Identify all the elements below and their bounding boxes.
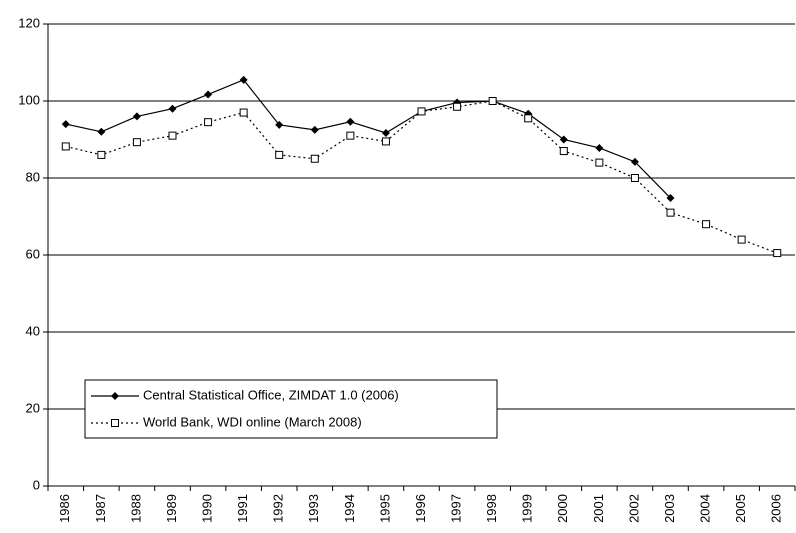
marker	[737, 235, 746, 244]
y-tick-label: 100	[18, 92, 40, 107]
series-line	[65, 100, 778, 254]
marker	[310, 125, 319, 134]
marker	[630, 157, 639, 166]
marker	[111, 419, 119, 427]
x-tick-label: 1993	[306, 494, 321, 523]
y-tick-label: 40	[26, 323, 40, 338]
marker	[239, 108, 248, 117]
marker	[239, 75, 248, 84]
series-line	[65, 79, 671, 199]
marker	[666, 208, 675, 217]
marker	[310, 154, 319, 163]
x-tick-label: 1998	[484, 494, 499, 523]
marker	[346, 117, 355, 126]
x-tick-label: 2004	[698, 494, 713, 523]
legend-label: Central Statistical Office, ZIMDAT 1.0 (…	[143, 387, 399, 402]
x-tick-label: 1989	[164, 494, 179, 523]
marker	[559, 147, 568, 156]
marker	[453, 102, 462, 111]
marker	[204, 90, 213, 99]
x-tick-label: 1997	[449, 494, 464, 523]
y-tick-label: 0	[33, 477, 40, 492]
x-tick-label: 1991	[235, 494, 250, 523]
x-tick-label: 1995	[377, 494, 392, 523]
marker	[346, 131, 355, 140]
marker	[132, 112, 141, 121]
y-tick-label: 20	[26, 400, 40, 415]
marker	[111, 392, 119, 400]
x-tick-label: 2001	[591, 494, 606, 523]
marker	[559, 135, 568, 144]
marker	[275, 150, 284, 159]
legend-label: World Bank, WDI online (March 2008)	[143, 414, 362, 429]
marker	[773, 249, 782, 258]
marker	[488, 97, 497, 105]
marker	[97, 127, 106, 136]
marker	[97, 150, 106, 159]
marker	[168, 104, 177, 113]
marker	[702, 220, 711, 229]
y-tick-label: 80	[26, 169, 40, 184]
marker	[61, 142, 70, 151]
x-tick-label: 2005	[733, 494, 748, 523]
y-tick-label: 60	[26, 246, 40, 261]
marker	[666, 194, 675, 203]
marker	[381, 128, 390, 137]
marker	[61, 120, 70, 129]
x-tick-label: 1988	[128, 494, 143, 523]
x-tick-label: 1994	[342, 494, 357, 523]
marker	[417, 107, 426, 116]
x-tick-label: 2002	[626, 494, 641, 523]
marker	[595, 158, 604, 167]
marker	[204, 118, 213, 127]
x-tick-label: 1987	[93, 494, 108, 523]
x-tick-label: 2003	[662, 494, 677, 523]
x-tick-label: 1999	[520, 494, 535, 523]
y-tick-label: 120	[18, 15, 40, 30]
marker	[595, 143, 604, 152]
x-tick-label: 1990	[200, 494, 215, 523]
legend-box	[84, 379, 498, 439]
x-tick-label: 1996	[413, 494, 428, 523]
marker	[132, 138, 141, 147]
x-tick-label: 2006	[769, 494, 784, 523]
marker	[524, 114, 533, 123]
marker	[168, 131, 177, 140]
marker	[630, 174, 639, 182]
marker	[275, 120, 284, 129]
marker	[381, 137, 390, 146]
x-tick-label: 2000	[555, 494, 570, 523]
legend: Central Statistical Office, ZIMDAT 1.0 (…	[84, 379, 498, 439]
x-tick-label: 1992	[271, 494, 286, 523]
x-tick-label: 1986	[57, 494, 72, 523]
